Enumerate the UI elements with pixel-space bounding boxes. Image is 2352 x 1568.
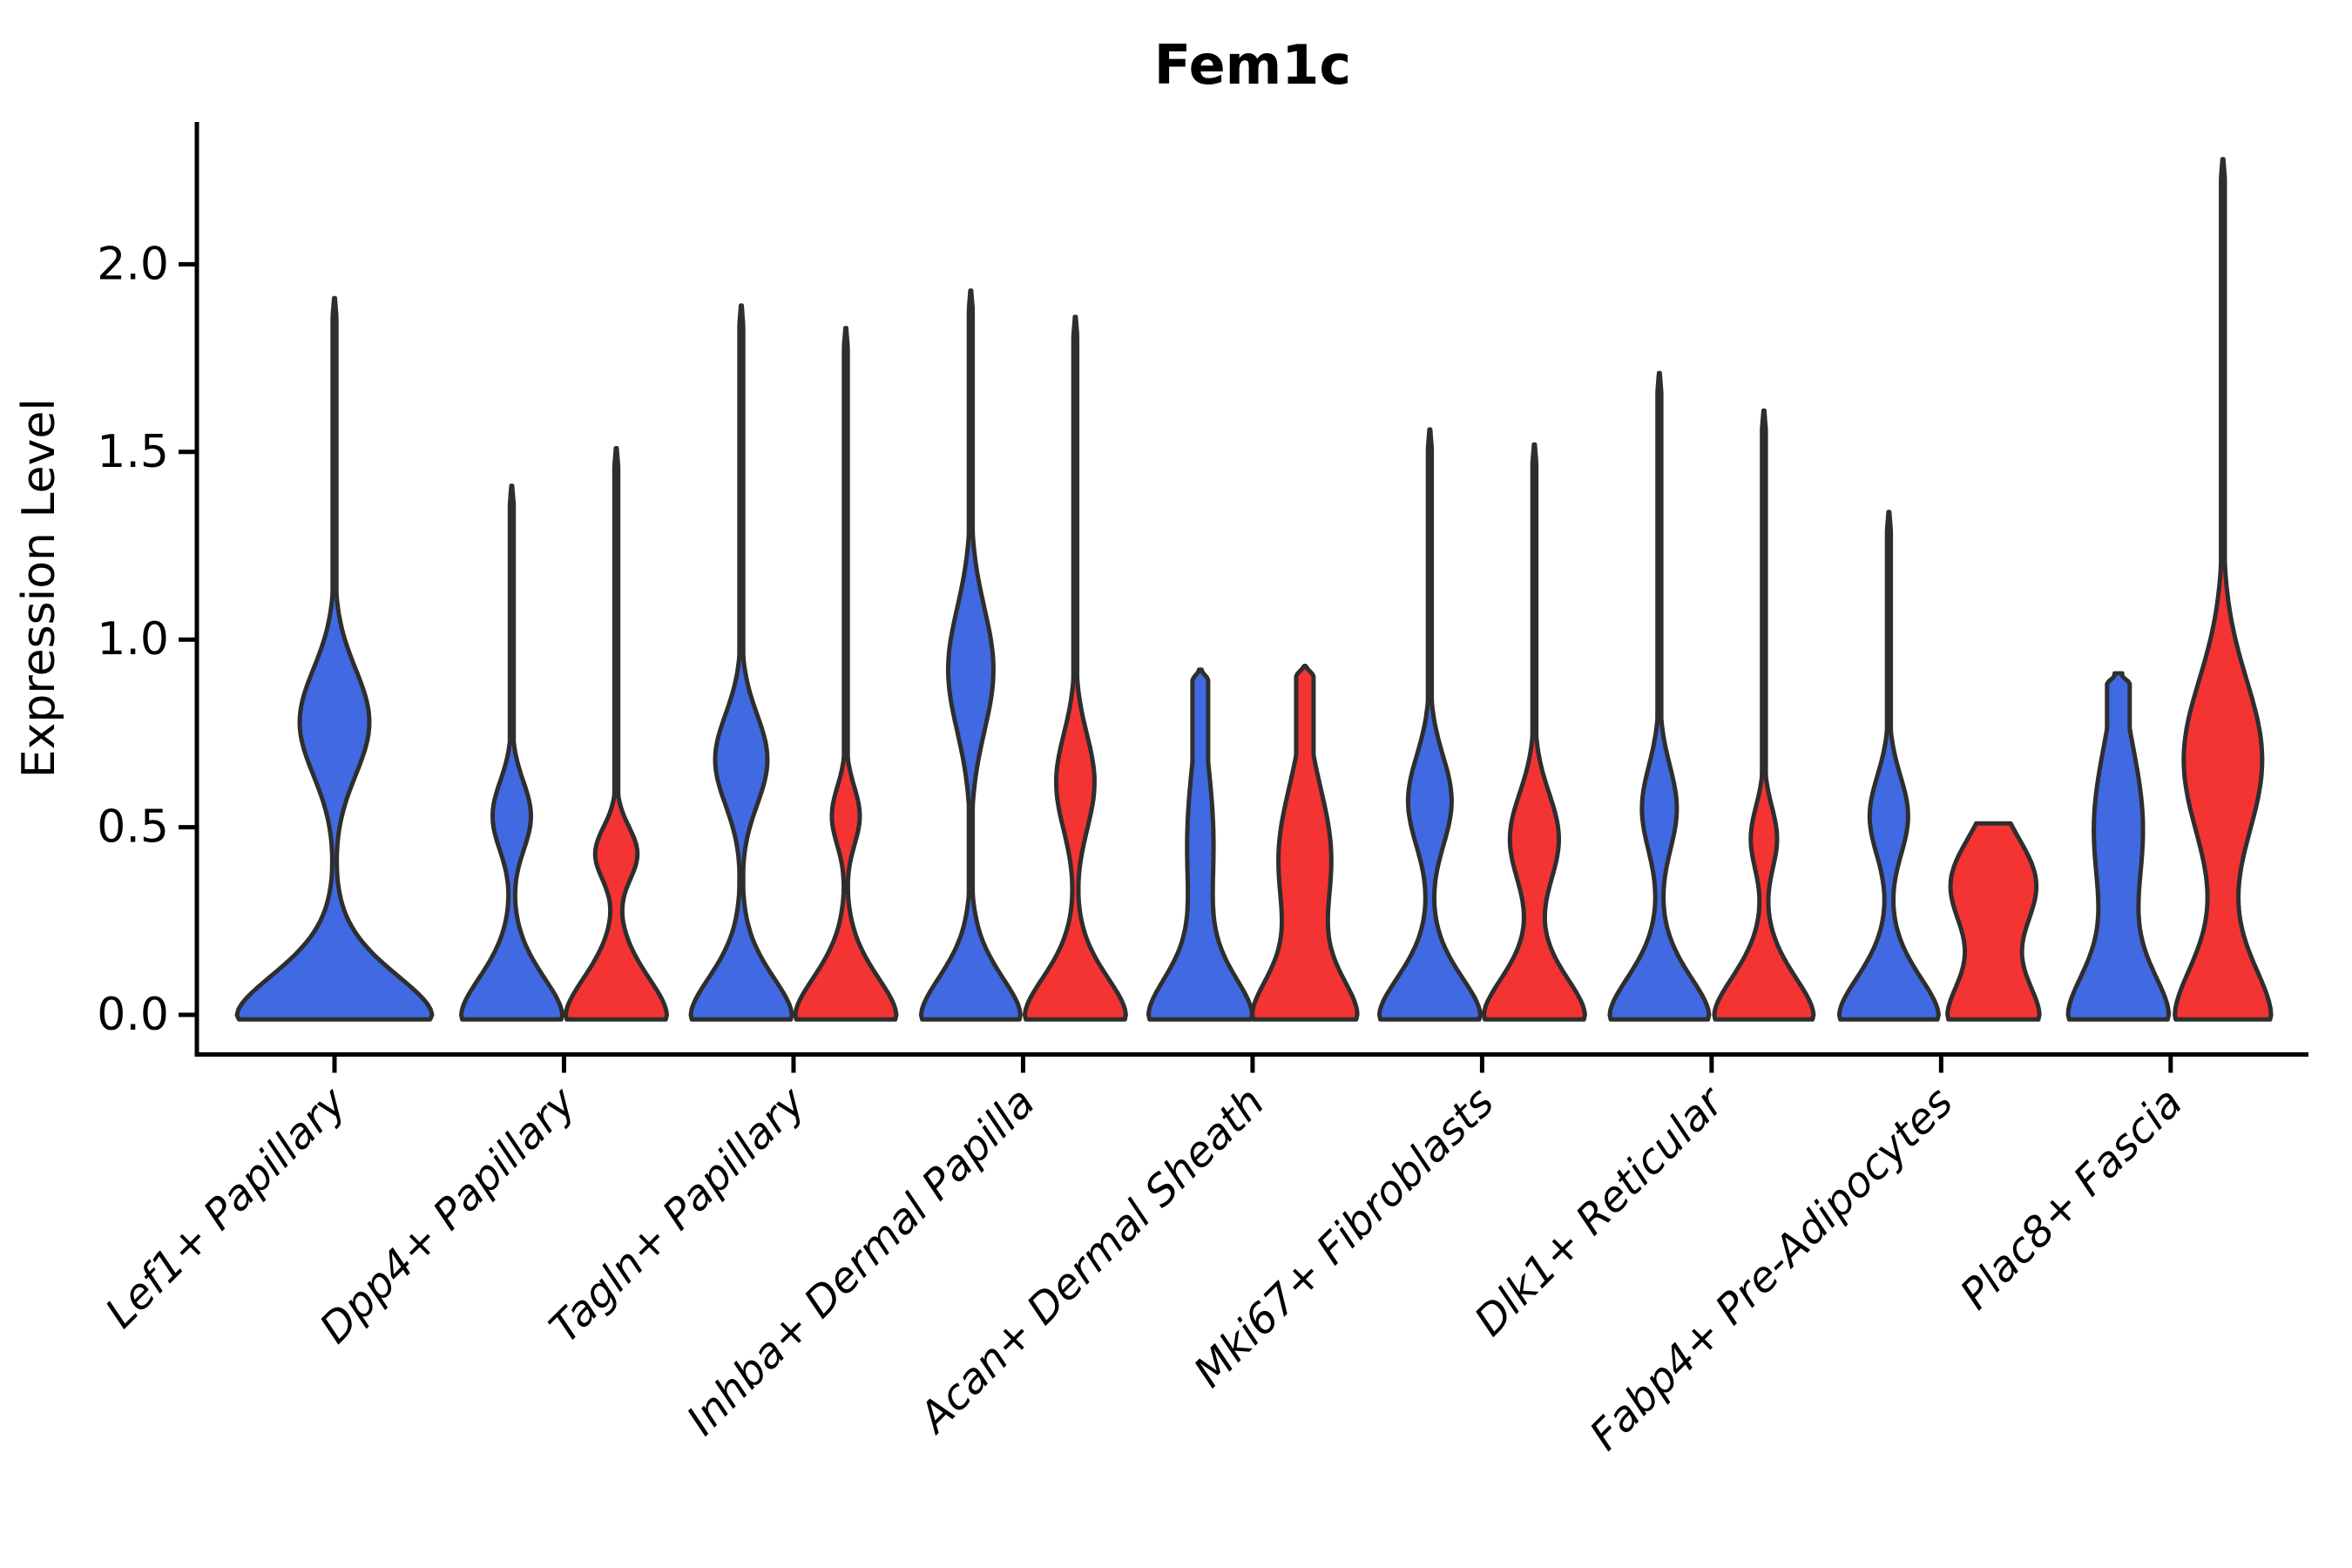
y-tick-label: 2.0 (97, 238, 169, 290)
x-tick-label-tagln-papillary: Tagln+ Papillary (540, 1078, 815, 1353)
violin-fabp4-pre-adipocytes-blue (1836, 510, 1941, 1022)
y-tick-label: 1.5 (97, 426, 169, 478)
violin-dlk1-reticular-red (1712, 408, 1816, 1022)
violin-plac8-fascia-blue (2065, 671, 2172, 1022)
x-tick-label-fabp4-pre-adipocytes: Fabp4+ Pre-Adipocytes (1580, 1078, 1963, 1460)
violin-plac8-fascia-red (2173, 157, 2274, 1022)
violin-dlk1-reticular-blue (1607, 370, 1712, 1022)
violin-acan-dermal-sheath-red (1250, 663, 1360, 1022)
violin-fabp4-pre-adipocytes-red (1945, 821, 2042, 1022)
violin-inhba-dermal-papilla-red (1022, 314, 1128, 1022)
y-axis-label: Expression Level (13, 398, 65, 778)
x-tick-label-dpp4-papillary: Dpp4+ Papillary (310, 1078, 585, 1353)
violin-mki67-fibroblasts-red (1481, 442, 1587, 1022)
violin-tagln-papillary-red (793, 326, 899, 1022)
y-tick-label: 0.5 (97, 801, 169, 854)
violin-dpp4-papillary-blue (459, 483, 564, 1022)
y-tick-label: 0.0 (97, 989, 169, 1041)
violin-acan-dermal-sheath-blue (1146, 667, 1254, 1022)
x-tick-label-lef1-papillary: Lef1+ Papillary (96, 1078, 356, 1338)
y-tick-label: 1.0 (97, 613, 169, 666)
chart-title: Fem1c (1154, 33, 1351, 97)
violin-inhba-dermal-papilla-blue (918, 288, 1023, 1022)
violin-lef1-papillary-blue (234, 295, 435, 1022)
violin-dpp4-papillary-red (564, 446, 669, 1022)
violin-mki67-fibroblasts-blue (1376, 427, 1483, 1022)
x-tick-label-plac8-fascia: Plac8+ Fascia (1951, 1078, 2193, 1319)
x-tick-label-dlk1-reticular: Dlk1+ Reticular (1465, 1076, 1735, 1346)
violin-tagln-papillary-blue (688, 303, 794, 1022)
